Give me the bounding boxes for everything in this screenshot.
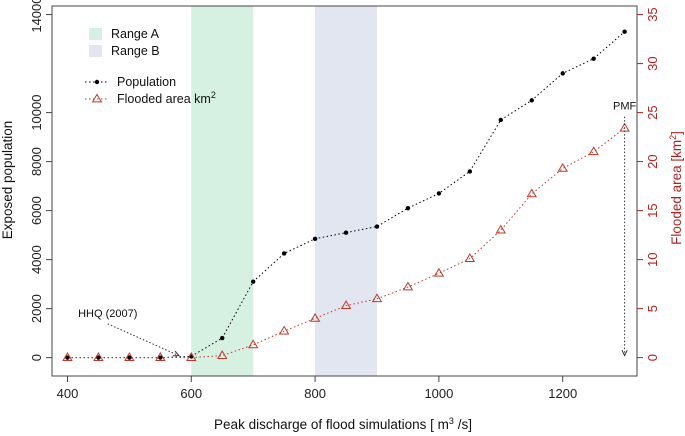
population-point (374, 224, 380, 229)
population-point (127, 355, 132, 360)
population-point (96, 355, 101, 360)
annotation-label-1: PMF (613, 101, 637, 113)
flooded-area-point (155, 352, 166, 361)
flooded-area-point (433, 267, 445, 277)
x-tick-label: 1000 (424, 386, 453, 401)
legend-range-swatch-0 (89, 28, 102, 40)
legend-series-marker-0 (94, 79, 100, 85)
flooded-area-point (186, 352, 197, 361)
annotation-arrowhead-0 (172, 350, 180, 357)
legend-series-label-0: Population (117, 75, 176, 89)
legend-range-swatch-1 (89, 45, 102, 57)
population-point (312, 236, 318, 241)
y-tick-label: 0 (29, 354, 44, 361)
y2-tick-label: 30 (645, 56, 660, 70)
y2-tick-label: 10 (645, 252, 660, 266)
y2-tick-label: 15 (645, 203, 660, 217)
y-axis-right: 0 5 10 15 20 25 30 35 (637, 7, 660, 361)
population-point (560, 71, 565, 76)
y2-tick-label: 35 (645, 7, 660, 21)
population-point (405, 205, 411, 211)
flooded-area-point (464, 253, 476, 262)
plot-area-frame (51, 5, 638, 377)
flooded-area-point (402, 281, 414, 291)
range-bands (191, 6, 377, 376)
x-tick-label: 600 (180, 386, 202, 401)
population-point (498, 117, 504, 123)
y-axis-left: 0 2000 4000 6000 8000 10000 14000 (29, 0, 52, 361)
flooded-area-point (526, 188, 538, 198)
annotation-arrowhead-1 (621, 350, 628, 357)
flooded-area-point (216, 350, 228, 360)
y-tick-label: 6000 (29, 196, 44, 225)
population-point (65, 355, 70, 360)
flooded-area-point (340, 300, 352, 310)
y2-tick-label: 0 (645, 354, 660, 361)
y-tick-label: 8000 (29, 147, 44, 176)
annotation-label-0: HHQ (2007) (78, 308, 137, 320)
y2-tick-label: 20 (645, 154, 660, 168)
y2-tick-label: 5 (645, 305, 660, 312)
y-tick-label: 4000 (29, 245, 44, 274)
population-point (281, 251, 287, 256)
range-band-0 (191, 6, 254, 376)
flooded-area-point (93, 352, 104, 361)
flooded-area-point (557, 162, 568, 172)
annotation-arrow-0 (107, 323, 180, 357)
series-markers (62, 29, 630, 361)
legend-range-label-1: Range B (111, 44, 160, 58)
flooded-area-point (124, 352, 135, 361)
y2-tick-label: 25 (645, 105, 660, 119)
x-tick-label: 400 (57, 386, 79, 401)
annotations: HHQ (2007) PMF (78, 101, 637, 357)
y-tick-label: 10000 (29, 95, 44, 131)
legend-range-label-0: Range A (111, 27, 160, 41)
population-point (467, 169, 473, 174)
population-point (343, 230, 349, 235)
x-tick-label: 1200 (548, 386, 577, 401)
flooded-area-point (309, 312, 321, 322)
flooded-area-point (62, 352, 73, 361)
population-point (220, 335, 225, 341)
flooded-area-point (588, 146, 599, 156)
x-axis-title: Peak discharge of flood simulations [ m3… (214, 416, 472, 432)
x-tick-label: 800 (304, 386, 326, 401)
flooded-area-point (278, 325, 290, 335)
y-axis-title-left: Exposed population (0, 121, 15, 240)
population-point (591, 56, 596, 61)
y-tick-label: 14000 (29, 0, 44, 33)
flooded-area-point (495, 224, 507, 234)
y-axis-title-right: Flooded area [km2] (668, 131, 684, 245)
flooded-area-point (247, 339, 259, 349)
x-axis: 400 600 800 1000 1200 (57, 376, 577, 401)
population-point (158, 355, 163, 360)
population-point (622, 29, 627, 34)
population-point (529, 98, 534, 103)
range-band-1 (315, 6, 377, 376)
population-point (436, 191, 442, 196)
population-point (250, 279, 256, 284)
legend-series-label-1: Flooded area km2 (117, 90, 216, 106)
y-tick-label: 2000 (29, 294, 44, 323)
legend-series-marker-1 (91, 93, 103, 103)
flooded-area-point (371, 293, 383, 303)
